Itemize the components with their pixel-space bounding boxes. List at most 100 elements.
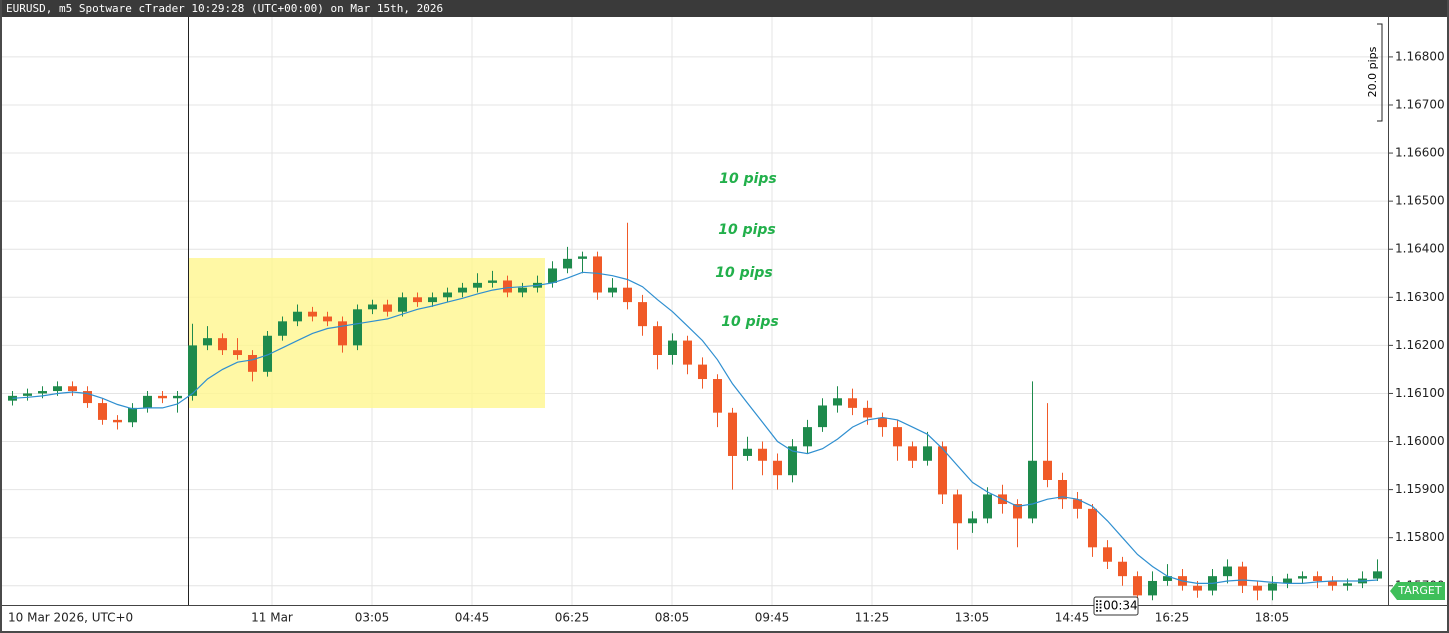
moving-average [12,271,1378,584]
candle-body [1373,571,1382,579]
y-tick-label: 1.15800 [1395,530,1445,544]
candle-body [623,287,632,303]
candle-body [728,412,737,456]
candle-body [1088,508,1097,548]
candle-body [773,460,782,476]
x-tick-label: 06:25 [555,611,590,625]
candle-body [188,345,197,396]
candle-body [758,448,767,461]
candle-body [923,446,932,461]
x-tick-label: 13:05 [955,611,990,625]
candle-body [518,287,527,293]
candle-body [1073,499,1082,509]
candle-body [668,340,677,355]
candle-body [1298,576,1307,579]
candle-body [848,398,857,408]
candle-body [593,256,602,293]
candle-body [1343,583,1352,586]
candle-body [113,419,122,423]
candle-body [1118,561,1127,577]
x-tick-label: 10 Mar 2026, UTC+0 [8,611,133,625]
candle-body [353,309,362,346]
candle-body [173,395,182,399]
candle-body [158,395,167,399]
candle-body [98,403,107,420]
x-tick-label: 09:45 [755,611,790,625]
candle-body [1013,504,1022,519]
x-tick-label: 14:45 [1055,611,1090,625]
target-label: TARGET [1397,584,1442,597]
candle-body [743,448,752,456]
y-tick-label: 1.16100 [1395,386,1445,400]
y-tick-label: 1.16300 [1395,290,1445,304]
candle-body [473,282,482,288]
candle-body [128,407,137,423]
x-tick-label: 04:45 [455,611,490,625]
chart-title: EURUSD, m5 Spotware cTrader 10:29:28 (UT… [6,2,443,15]
candle-body [248,354,257,372]
candle-body [713,379,722,413]
candle-body [278,321,287,336]
candle-body [1163,576,1172,581]
candle-body [1223,566,1232,577]
y-tick-label: 1.15900 [1395,482,1445,496]
candle-body [1043,460,1052,480]
candle-body [788,446,797,476]
candle-body [143,395,152,408]
candle-body [428,297,437,303]
candle-body [323,316,332,322]
countdown: ⣿00:34 [1094,599,1137,613]
candle-body [938,446,947,495]
candle-body [293,311,302,322]
candle-body [818,405,827,428]
y-tick-label: 1.16200 [1395,338,1445,352]
candle-body [1103,547,1112,562]
candle-body [443,292,452,298]
candle-body [1328,580,1337,586]
ruler-label: 20.0 pips [1366,46,1379,97]
candle-body [1283,578,1292,584]
candle-body [1238,566,1247,586]
candle-body [53,386,62,392]
candle-body [338,321,347,346]
y-axis-panel [1388,17,1447,605]
annotation: 10 pips [721,314,779,330]
candle-body [683,340,692,365]
candle-body [1028,460,1037,519]
x-axis-panel [2,605,1447,631]
x-tick-label: 18:05 [1255,611,1290,625]
candle-body [833,398,842,406]
candle-body [563,258,572,269]
x-tick-label: 03:05 [355,611,390,625]
candle-body [398,297,407,312]
candle-body [218,338,227,351]
candle-body [23,393,32,396]
annotation: 10 pips [715,265,773,281]
candle-body [1313,576,1322,581]
candle-body [1058,479,1067,500]
candle-body [653,326,662,355]
candle-body [638,302,647,327]
candle-body [863,407,872,418]
y-tick-label: 1.16400 [1395,242,1445,256]
candle-body [458,287,467,293]
pips-ruler [1377,23,1383,122]
candle-body [548,268,557,283]
highlight-box [188,258,545,408]
candle-body [953,494,962,524]
candle-body [1268,583,1277,591]
title-bar [2,0,1447,17]
x-tick-label: 11 Mar [251,611,293,625]
candle-body [698,364,707,380]
candle-body [68,386,77,392]
candle-body [893,427,902,447]
candle-body [488,280,497,283]
target-tag [1390,582,1445,600]
candle-body [233,350,242,355]
x-tick-label: 11:25 [855,611,890,625]
candle-body [503,280,512,293]
y-tick-label: 1.16700 [1395,97,1445,111]
y-tick-label: 1.16000 [1395,434,1445,448]
y-tick-label: 1.16500 [1395,194,1445,208]
